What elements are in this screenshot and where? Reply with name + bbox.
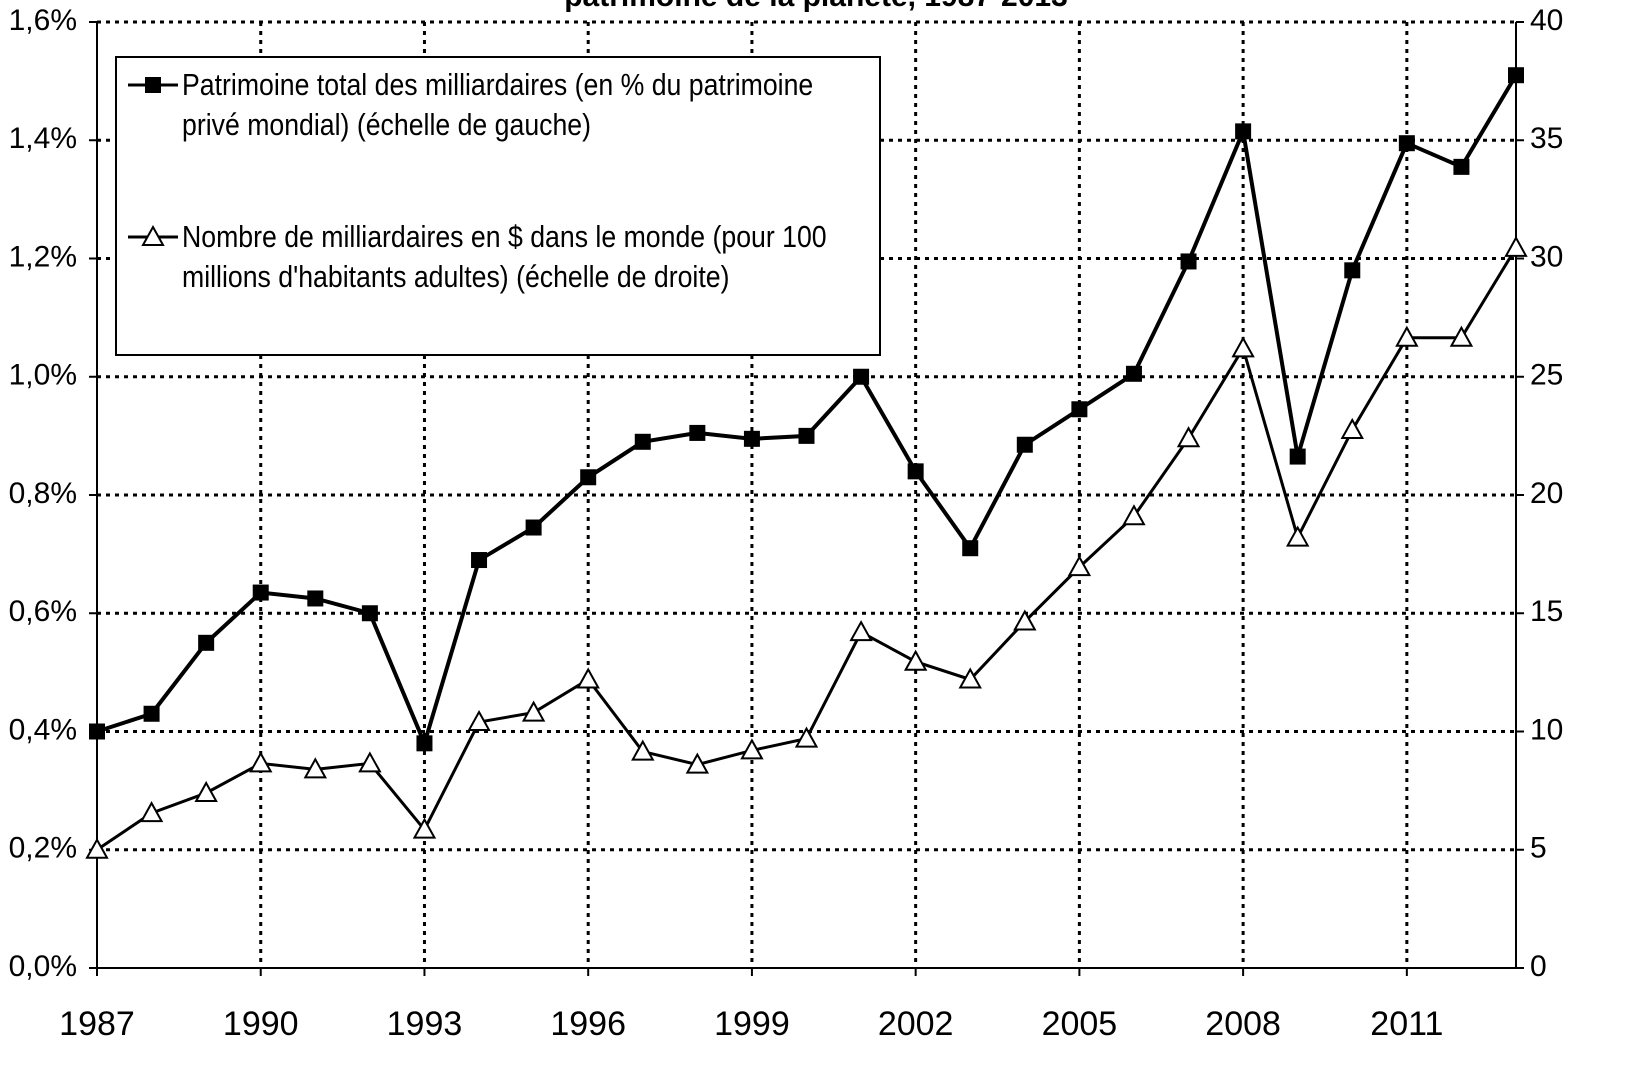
- y-tick-label: 0,8%: [9, 477, 77, 510]
- marker: [1067, 555, 1092, 577]
- marker: [1289, 448, 1306, 465]
- y-tick-label: 1,2%: [9, 240, 77, 273]
- marker: [1398, 135, 1415, 152]
- marker: [252, 584, 269, 601]
- marker: [1071, 401, 1088, 418]
- marker: [580, 469, 597, 486]
- marker: [143, 705, 160, 722]
- y-tick-label: 0,0%: [9, 950, 77, 983]
- legend-label: Patrimoine total des milliardaires (en %…: [182, 67, 814, 142]
- x-tick-label: 2011: [1370, 1005, 1443, 1043]
- marker: [1180, 253, 1197, 270]
- y2-tick-label: 20: [1530, 477, 1563, 510]
- x-tick-label: 1993: [387, 1005, 463, 1043]
- marker: [198, 634, 215, 651]
- marker: [907, 463, 924, 480]
- marker: [416, 735, 433, 752]
- marker: [685, 752, 710, 774]
- marker: [853, 368, 870, 385]
- chart-title: patrimoine de la planète, 1987-2013: [564, 0, 1068, 13]
- legend-box: [115, 56, 881, 356]
- marker: [1235, 123, 1252, 140]
- y-tick-label: 0,4%: [9, 713, 77, 746]
- y2-tick-label: 30: [1530, 240, 1563, 273]
- marker: [631, 739, 655, 761]
- marker: [85, 837, 109, 859]
- x-tick-label: 2008: [1205, 1005, 1281, 1043]
- marker: [525, 519, 542, 536]
- y-tick-label: 1,4%: [9, 122, 77, 155]
- y-tick-label: 1,0%: [9, 359, 77, 392]
- marker: [743, 430, 760, 447]
- y2-tick-label: 40: [1530, 4, 1563, 37]
- marker: [139, 801, 164, 823]
- y2-tick-label: 25: [1530, 359, 1563, 392]
- marker: [1125, 365, 1142, 382]
- x-tick-label: 1996: [550, 1005, 626, 1043]
- marker: [361, 605, 378, 622]
- legend-marker: [145, 77, 161, 93]
- marker: [1504, 235, 1528, 257]
- y2-tick-label: 15: [1530, 595, 1563, 628]
- marker: [467, 709, 491, 732]
- marker: [412, 817, 437, 839]
- marker: [1453, 158, 1470, 175]
- marker: [689, 424, 706, 441]
- marker: [798, 427, 815, 444]
- marker: [194, 780, 218, 802]
- x-tick-label: 2005: [1042, 1005, 1118, 1043]
- marker: [740, 738, 764, 760]
- marker: [1016, 436, 1033, 453]
- marker: [1231, 336, 1255, 358]
- y-tick-label: 0,6%: [9, 595, 77, 628]
- x-tick-label: 2002: [878, 1005, 954, 1043]
- marker: [521, 700, 546, 722]
- legend-label: Nombre de milliardaires en $ dans le mon…: [182, 219, 827, 294]
- marker: [903, 649, 928, 671]
- marker: [1285, 525, 1310, 547]
- marker: [958, 667, 982, 689]
- marker: [1344, 262, 1361, 279]
- marker: [471, 552, 488, 569]
- y2-tick-label: 35: [1530, 122, 1563, 155]
- y2-tick-label: 5: [1530, 832, 1547, 865]
- x-tick-label: 1999: [714, 1005, 790, 1043]
- marker: [89, 723, 105, 740]
- marker: [962, 540, 979, 557]
- marker: [1395, 325, 1419, 347]
- marker: [849, 620, 873, 642]
- marker: [1122, 504, 1146, 526]
- marker: [249, 751, 273, 773]
- y2-tick-label: 10: [1530, 713, 1563, 746]
- y-tick-label: 1,6%: [9, 4, 77, 37]
- x-tick-label: 1990: [223, 1005, 299, 1043]
- marker: [358, 751, 382, 773]
- x-tick-label: 1987: [59, 1005, 135, 1043]
- marker: [307, 590, 324, 607]
- y2-tick-label: 0: [1530, 950, 1547, 983]
- marker: [1340, 417, 1364, 439]
- marker: [634, 433, 651, 450]
- legend-marker: [141, 224, 165, 246]
- marker: [1013, 609, 1037, 631]
- marker: [303, 757, 328, 779]
- marker: [1176, 426, 1201, 448]
- marker: [576, 667, 600, 689]
- y-tick-label: 0,2%: [9, 832, 77, 865]
- marker: [1508, 67, 1524, 84]
- marker: [1449, 325, 1474, 347]
- marker: [794, 726, 819, 748]
